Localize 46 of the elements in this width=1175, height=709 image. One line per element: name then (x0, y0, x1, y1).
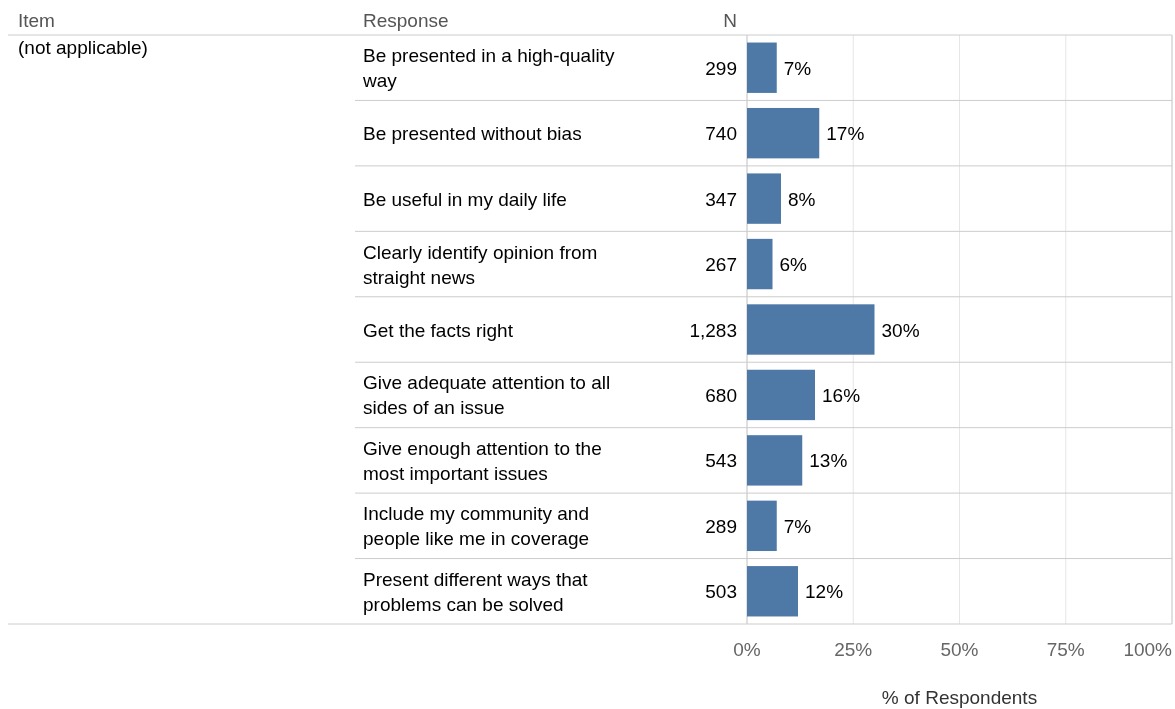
x-tick-label: 0% (733, 639, 761, 660)
data-label: 7% (783, 57, 812, 79)
x-axis-title: % of Respondents (881, 687, 1038, 708)
bar (747, 107, 820, 159)
y-tick-label: Be presented without bias (363, 123, 582, 145)
x-tick-label: 75% (1046, 639, 1085, 660)
data-label: 6% (779, 254, 808, 276)
y-tick-label: Be presented in a high-quality way (362, 45, 615, 92)
x-tick-label: 100% (1123, 639, 1173, 660)
data-label: 8% (788, 188, 816, 210)
bar (747, 435, 803, 486)
bar (747, 238, 773, 290)
bar (747, 42, 777, 93)
text: Item (18, 10, 55, 31)
data-label: 17% (826, 123, 865, 145)
data-label: 30% (881, 319, 920, 341)
data-label: 13% (809, 450, 848, 472)
y-tick-label: Give adequate attention to all sides of an issue (363, 372, 611, 419)
y-axis-title: Response (363, 10, 449, 31)
y-tick-label: Present different ways that problems can be solved (363, 568, 589, 615)
text: 740 (705, 123, 737, 145)
text: 503 (705, 581, 737, 603)
y-tick-label: Get the facts right (363, 319, 514, 341)
text: 543 (705, 450, 737, 472)
x-tick-label: 25% (834, 639, 873, 660)
y-tick-label: Include my community and people like me in coverage (363, 503, 590, 550)
text: 347 (705, 188, 737, 210)
y-tick-label: Give enough attention to the most important issues (363, 437, 602, 484)
text: 680 (705, 384, 737, 406)
data-label: 12% (805, 581, 844, 603)
bar (747, 369, 815, 421)
y-tick-label: Clearly identify opinion from straight news (363, 241, 598, 288)
text: 299 (705, 57, 737, 79)
bar (747, 500, 777, 552)
bar (747, 173, 781, 224)
x-tick-label: 50% (940, 639, 979, 660)
bar (747, 566, 798, 617)
data-label: 16% (822, 384, 861, 406)
text: 289 (705, 515, 737, 537)
bar (747, 304, 875, 355)
data-label: 7% (783, 515, 812, 537)
text: 267 (705, 254, 737, 276)
y-tick-label: Be useful in my daily life (363, 188, 567, 210)
text: N (723, 10, 737, 31)
text: 1,283 (689, 319, 737, 341)
text: (not applicable) (18, 37, 148, 58)
